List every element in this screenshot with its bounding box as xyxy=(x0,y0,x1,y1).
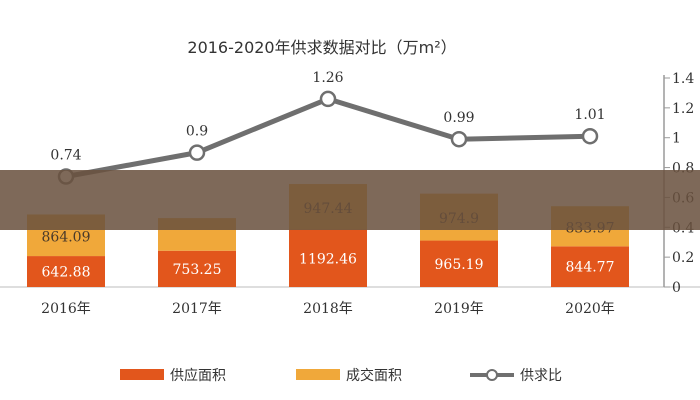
overlay-banner-text: 【2020长春疫情,长春2020年疫情】 xyxy=(133,15,567,44)
bar-label-supply: 844.77 xyxy=(566,260,615,276)
bar-label-supply: 1192.46 xyxy=(299,251,357,267)
bar-label-deal: 864.09 xyxy=(42,229,91,245)
right-axis-tick-label: 0.2 xyxy=(672,250,694,266)
ratio-label: 0.9 xyxy=(186,124,208,140)
overlay-banner xyxy=(0,170,700,230)
bar-label-supply: 753.25 xyxy=(173,262,222,278)
legend-label-supply: 供应面积 xyxy=(170,367,226,384)
ratio-point xyxy=(188,144,206,161)
bar-supply-2019年 xyxy=(420,240,498,287)
x-tick-label: 2016年 xyxy=(41,301,91,317)
bar-label-supply: 642.88 xyxy=(42,265,91,281)
legend-swatch-supply xyxy=(120,369,164,380)
x-tick-label: 2018年 xyxy=(303,301,353,317)
bar-supply-2016年 xyxy=(27,256,105,287)
bar-supply-2017年 xyxy=(158,250,236,287)
legend-label-deal: 成交面积 xyxy=(346,367,402,384)
ratio-line-group: 0.74 0.9 1.26 0.99 1.01 xyxy=(50,70,606,185)
chart-title: 2016-2020年供求数据对比（万m²） xyxy=(187,38,456,57)
x-tick-label: 2019年 xyxy=(434,301,484,317)
ratio-point xyxy=(319,90,337,108)
ratio-series-line xyxy=(65,96,591,179)
right-axis-tick-label: 1 xyxy=(672,131,681,147)
ratio-label: 0.74 xyxy=(50,148,81,164)
bar-supply-2018年 xyxy=(289,229,367,287)
legend-swatch-deal xyxy=(296,369,340,380)
legend: 供应面积 成交面积 供求比 xyxy=(120,367,562,384)
right-axis-tick-label: 0 xyxy=(672,280,681,296)
ratio-point xyxy=(450,130,468,148)
x-axis-ticks: 2016年 2017年 2018年 2019年 2020年 xyxy=(41,301,615,317)
legend-marker-ratio xyxy=(486,369,498,381)
ratio-label: 0.99 xyxy=(443,110,474,126)
right-axis-tick-label: 1.4 xyxy=(672,71,694,87)
bar-supply-2020年 xyxy=(551,246,629,287)
x-tick-label: 2020年 xyxy=(565,301,615,317)
right-axis-ticks: 00.20.40.60.811.21.4 xyxy=(664,71,694,296)
ratio-label: 1.01 xyxy=(574,107,605,123)
legend-label-ratio: 供求比 xyxy=(520,368,562,384)
ratio-label: 1.26 xyxy=(312,70,343,86)
ratio-point xyxy=(581,127,599,145)
x-tick-label: 2017年 xyxy=(172,301,222,317)
bar-label-supply: 965.19 xyxy=(435,257,484,273)
right-axis-tick-label: 1.2 xyxy=(672,101,694,117)
